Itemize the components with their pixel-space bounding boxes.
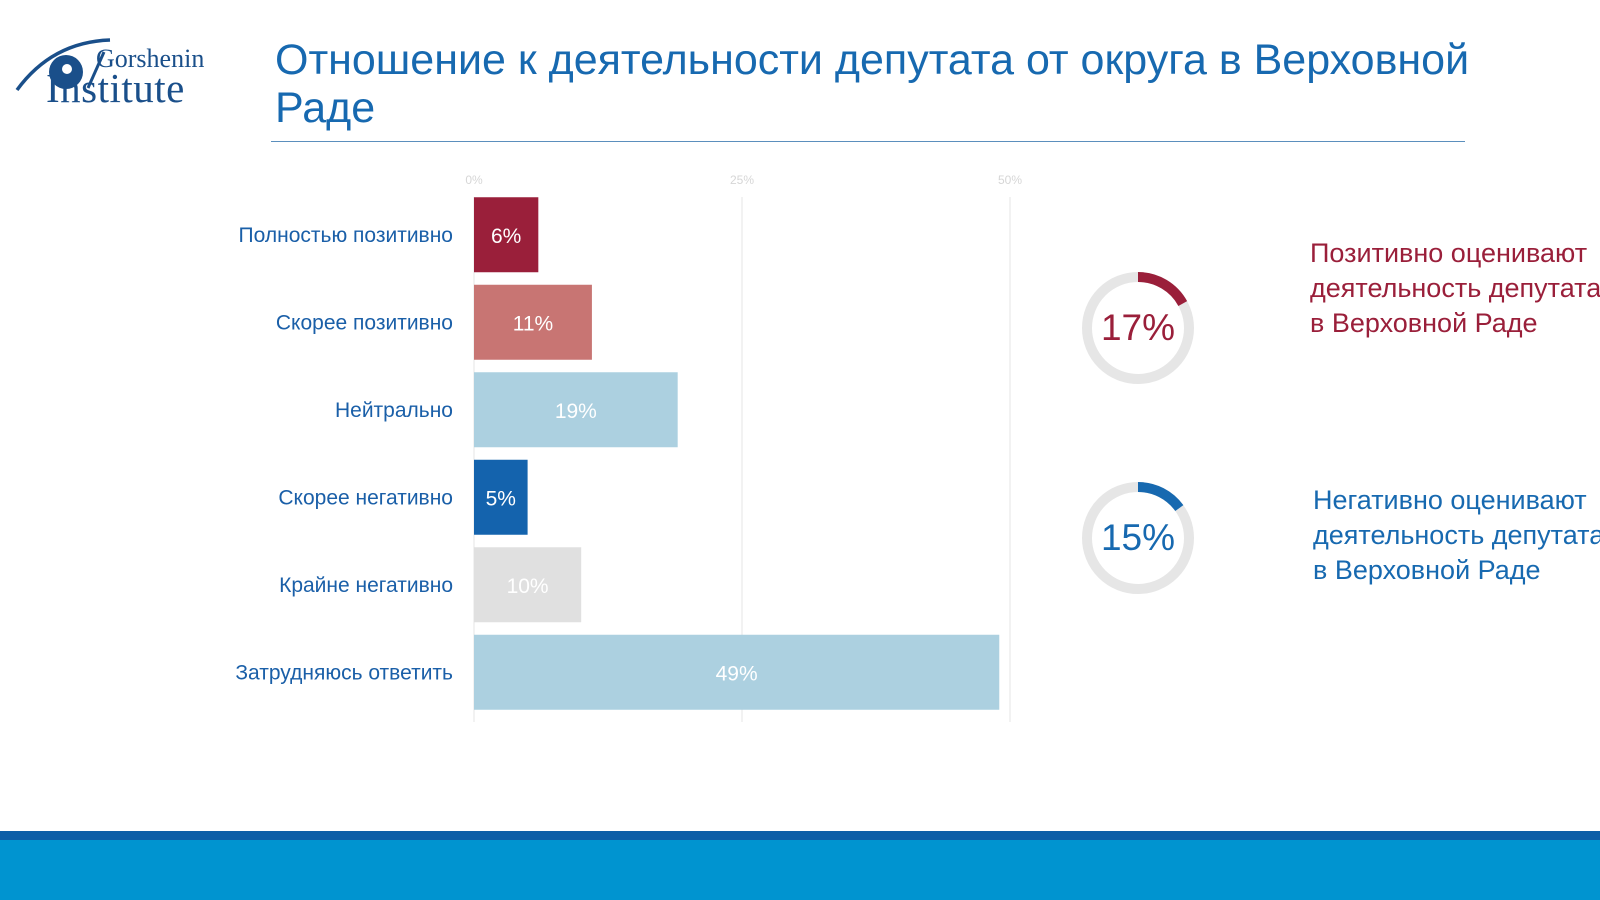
bar — [474, 372, 678, 448]
positive-donut-label: 17% — [1100, 307, 1176, 348]
bar — [474, 197, 539, 273]
x-tick-label: 0% — [465, 173, 483, 187]
bar — [474, 547, 582, 623]
bar — [474, 459, 528, 535]
negative-donut-chart — [1082, 482, 1194, 594]
page-title: Отношение к деятельности депутата от окр… — [275, 36, 1470, 132]
title-divider — [271, 141, 1465, 142]
data-label: 6% — [491, 225, 521, 248]
negative-donut-label: 15% — [1100, 517, 1176, 558]
positive-donut-chart — [1082, 272, 1194, 384]
footer-band — [0, 840, 1600, 900]
positive-summary: Позитивно оценивают деятельность депутат… — [1310, 238, 1600, 338]
category-label: Скорее позитивно — [276, 311, 453, 334]
eye-logo-icon — [15, 38, 111, 92]
data-label: 19% — [555, 400, 597, 423]
logo-text-gorshenin: Gorshenin — [96, 44, 205, 73]
logo-text-institute: Institute — [46, 65, 185, 111]
bar — [474, 284, 592, 360]
data-label: 11% — [513, 312, 553, 335]
x-tick-label: 25% — [730, 173, 754, 187]
bar — [474, 634, 1000, 710]
bar-chart: 0% 25% 50% Полностью позитивно 6% Скорее пози… — [235, 173, 1022, 722]
data-label: 5% — [486, 487, 516, 510]
negative-summary: Негативно оценивают деятельность депутат… — [1313, 485, 1600, 585]
donut-slice — [1082, 482, 1194, 594]
category-label: Нейтрально — [335, 399, 453, 422]
negative-donut: 15% — [1063, 463, 1213, 613]
x-tick-label: 50% — [998, 173, 1022, 187]
data-label: 10% — [507, 575, 549, 598]
category-label: Затрудняюсь ответить — [235, 661, 453, 684]
positive-donut: 17% — [1063, 253, 1213, 403]
donut-slice — [1082, 272, 1194, 384]
category-label: Полностью позитивно — [239, 224, 453, 247]
category-label: Скорее негативно — [278, 486, 453, 509]
footer-band-dark — [0, 831, 1600, 840]
data-label: 49% — [716, 662, 758, 685]
category-label: Крайне негативно — [279, 574, 453, 597]
